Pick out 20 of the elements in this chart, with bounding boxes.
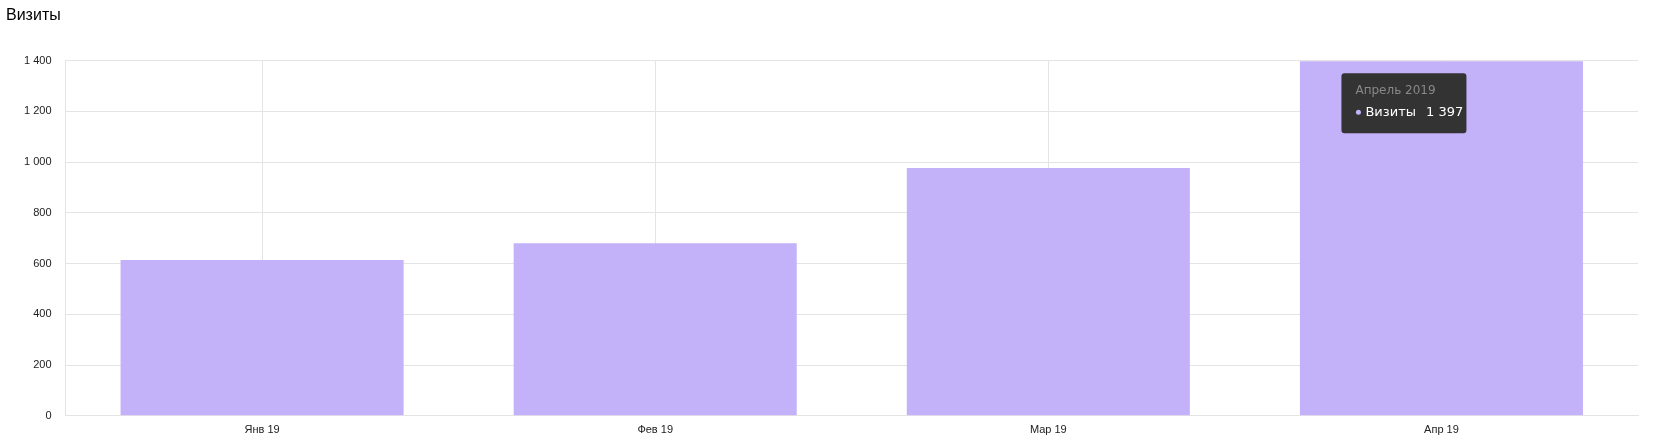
- x-tick-label: Апр 19: [1424, 423, 1459, 436]
- y-tick-label: 0: [45, 408, 52, 421]
- y-tick-label: 800: [33, 205, 52, 218]
- y-tick-label: 400: [33, 307, 52, 320]
- x-tick-label: Фев 19: [637, 423, 674, 436]
- series-label: Визиты: [1365, 103, 1417, 119]
- y-tick-label: 1 400: [24, 53, 52, 66]
- bar: [1299, 61, 1583, 416]
- y-tick-label: 1 000: [24, 155, 52, 168]
- y-tick-label: 1 200: [24, 104, 52, 117]
- bar: [906, 167, 1190, 416]
- x-tick-label: Янв 19: [244, 423, 280, 436]
- bar: [513, 243, 797, 416]
- x-tick-label: Мар 19: [1029, 423, 1067, 436]
- y-tick-label: 600: [33, 256, 52, 269]
- bar: [120, 260, 404, 416]
- y-tick-label: 200: [33, 358, 52, 371]
- annotation: Апрель 2019: [1355, 83, 1436, 98]
- chart-title: Визиты: [6, 6, 61, 24]
- data-label: 1 397: [1426, 103, 1464, 119]
